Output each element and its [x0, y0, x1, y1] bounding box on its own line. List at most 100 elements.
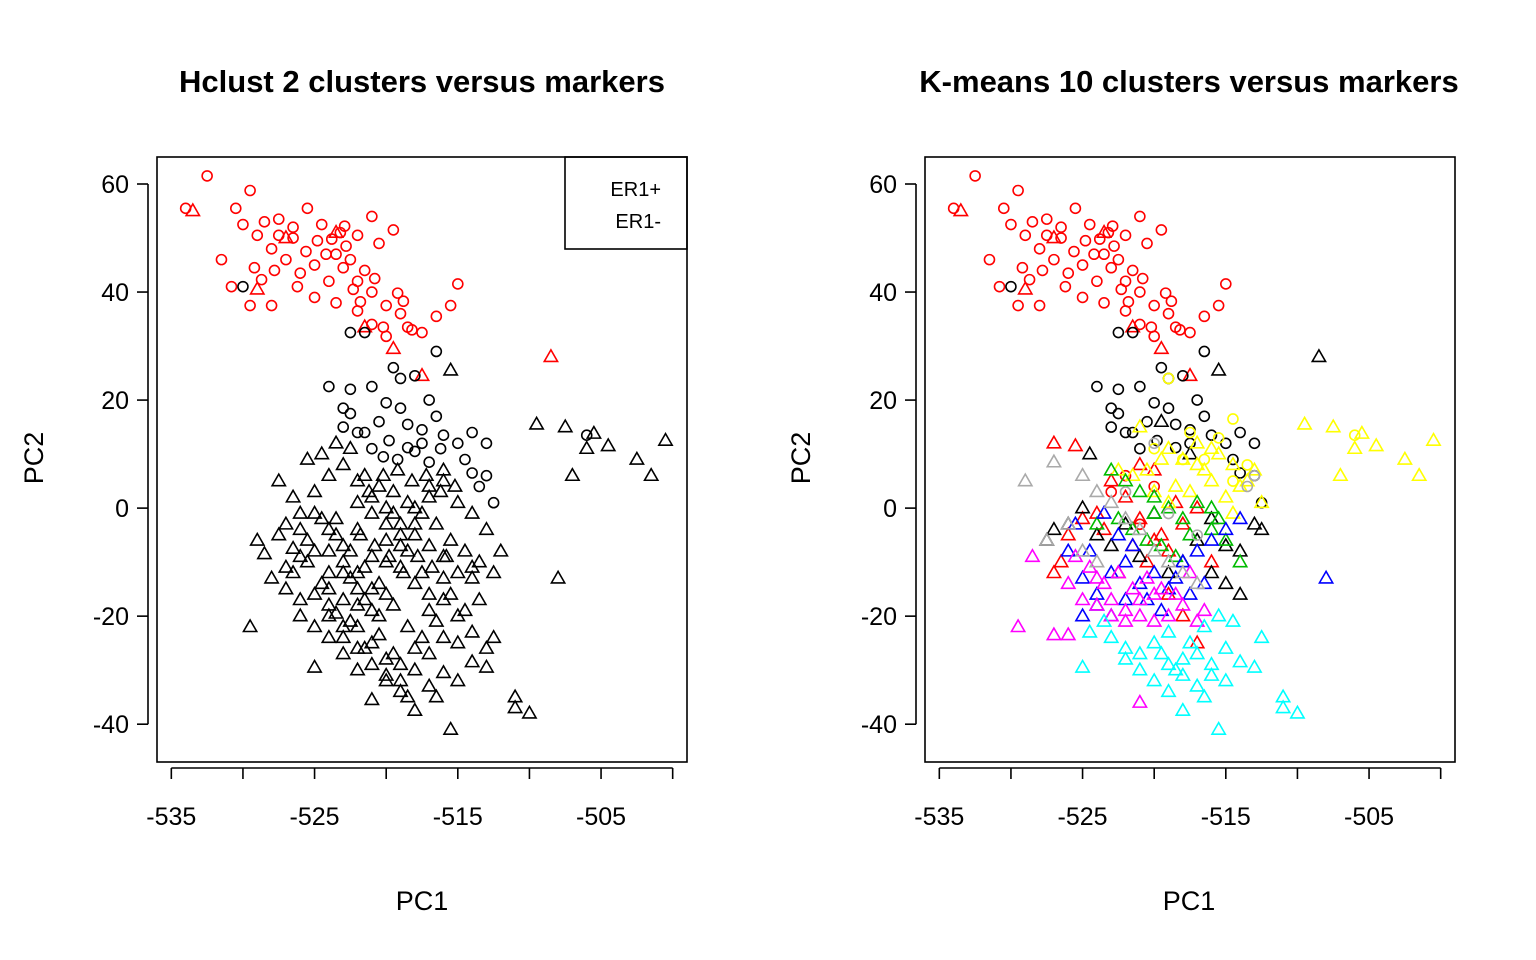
data-point-triangle	[242, 618, 259, 633]
data-point-triangle	[1217, 575, 1234, 590]
data-point-circle	[1155, 224, 1168, 236]
data-point-circle	[394, 402, 407, 414]
data-point-triangle	[1067, 437, 1084, 452]
data-point-triangle	[1160, 440, 1177, 455]
data-point-circle	[1227, 413, 1239, 425]
data-point-triangle	[1131, 548, 1148, 563]
data-point-triangle	[428, 515, 445, 530]
data-point-triangle	[306, 504, 323, 519]
data-point-circle	[337, 402, 350, 414]
data-point-circle	[1234, 426, 1246, 439]
y-tick-label: -40	[93, 711, 129, 739]
data-point-triangle	[1160, 553, 1177, 568]
data-point-triangle	[1103, 494, 1120, 509]
data-point-triangle	[378, 585, 395, 600]
data-point-circle	[308, 291, 321, 304]
panel-2-axes: -535 -525 -515 -505 -40 -20 0 20 40 60	[861, 171, 1442, 831]
data-point-circle	[315, 218, 328, 231]
data-point-triangle	[578, 440, 595, 455]
data-point-circle	[1248, 437, 1261, 450]
data-point-circle	[1184, 326, 1196, 339]
data-point-triangle	[1045, 229, 1062, 244]
data-point-triangle	[360, 483, 378, 498]
panel-1-legend: ER1+ ER1-	[564, 156, 688, 250]
data-point-triangle	[478, 658, 495, 673]
data-point-circle	[1068, 245, 1080, 258]
data-point-triangle	[1088, 553, 1105, 568]
data-point-triangle	[449, 634, 466, 649]
data-point-triangle	[1088, 515, 1105, 530]
data-point-triangle	[1131, 693, 1148, 708]
data-point-triangle	[1189, 456, 1206, 471]
data-point-triangle	[1411, 467, 1428, 482]
data-point-circle	[452, 437, 464, 450]
data-point-triangle	[1189, 645, 1206, 660]
data-point-triangle	[564, 467, 581, 482]
data-point-circle	[294, 267, 307, 279]
data-point-triangle	[421, 602, 438, 617]
data-point-triangle	[1224, 612, 1242, 627]
data-point-circle	[1026, 216, 1039, 228]
data-point-circle	[401, 441, 414, 454]
data-point-triangle	[292, 591, 309, 606]
data-point-circle	[993, 280, 1006, 293]
data-point-triangle	[385, 504, 402, 519]
data-point-circle	[354, 295, 367, 308]
data-point-circle	[1191, 529, 1203, 541]
data-point-circle	[1119, 229, 1132, 242]
data-point-triangle	[1060, 575, 1077, 590]
data-point-circle	[1076, 259, 1089, 271]
data-point-triangle	[1232, 510, 1249, 525]
x-tick-label: -525	[290, 803, 340, 831]
data-point-triangle	[478, 521, 495, 536]
data-point-triangle	[1131, 607, 1148, 622]
data-point-triangle	[1289, 704, 1306, 719]
data-point-circle	[347, 283, 360, 296]
data-point-circle	[1134, 442, 1146, 455]
data-point-triangle	[1131, 591, 1148, 606]
data-point-triangle	[1131, 521, 1148, 536]
data-point-triangle	[349, 580, 366, 595]
data-point-circle	[487, 496, 500, 509]
data-point-circle	[337, 421, 350, 433]
legend-entry-er1-positive: ER1+	[610, 179, 661, 201]
data-point-triangle	[507, 699, 524, 714]
data-point-circle	[1033, 299, 1046, 312]
y-tick-label: -20	[93, 603, 129, 631]
data-point-triangle	[378, 499, 395, 514]
data-point-circle	[366, 210, 378, 223]
data-point-circle	[1122, 295, 1135, 308]
data-point-triangle	[263, 569, 280, 584]
data-point-triangle	[1346, 440, 1363, 455]
data-point-triangle	[363, 548, 380, 563]
data-point-triangle	[363, 504, 380, 519]
y-tick-label: 40	[869, 279, 897, 307]
data-point-triangle	[1368, 437, 1385, 452]
data-point-circle	[1148, 299, 1160, 312]
data-point-triangle	[442, 361, 459, 376]
data-point-circle	[1198, 310, 1211, 323]
data-point-triangle	[342, 612, 359, 627]
data-point-triangle	[442, 585, 459, 600]
panel-2: K-means 10 clusters versus markers PC1 P…	[786, 64, 1459, 916]
data-point-triangle	[292, 504, 309, 519]
data-point-triangle	[1103, 629, 1120, 644]
data-point-triangle	[1131, 418, 1148, 433]
data-point-triangle	[378, 531, 395, 546]
data-point-triangle	[375, 467, 392, 482]
data-point-circle	[373, 237, 385, 250]
data-point-triangle	[1318, 569, 1335, 584]
data-point-circle	[1162, 402, 1175, 414]
data-point-triangle	[363, 656, 380, 671]
data-point-triangle	[435, 569, 452, 584]
data-point-triangle	[1224, 456, 1242, 471]
data-point-triangle	[1332, 467, 1349, 482]
data-point-circle	[1005, 218, 1017, 231]
data-point-triangle	[1203, 499, 1220, 514]
data-point-triangle	[366, 537, 383, 552]
data-point-circle	[244, 299, 256, 312]
data-point-triangle	[435, 591, 452, 606]
data-point-triangle	[292, 548, 309, 563]
data-point-triangle	[1117, 510, 1134, 525]
